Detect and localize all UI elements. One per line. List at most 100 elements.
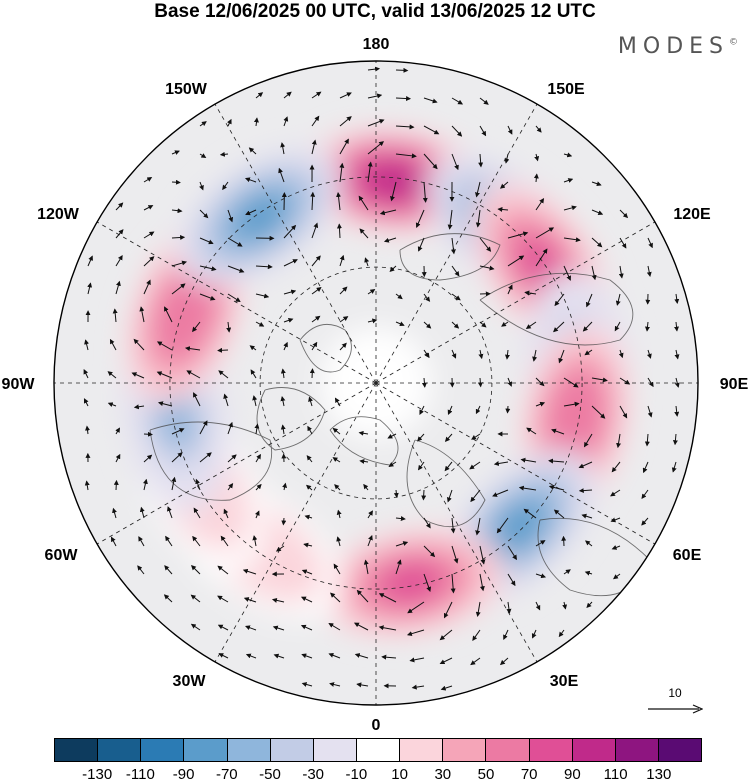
wind-arrow bbox=[647, 377, 654, 388]
wind-arrow bbox=[171, 179, 181, 185]
wind-arrow bbox=[138, 536, 145, 547]
wind-arrow bbox=[611, 461, 621, 473]
longitude-label-60e: 60E bbox=[672, 547, 702, 564]
wind-arrow bbox=[171, 208, 183, 214]
wind-arrow bbox=[563, 569, 571, 575]
wind-arrow bbox=[475, 601, 481, 617]
wind-arrow bbox=[563, 237, 581, 243]
wind-arrow bbox=[642, 461, 649, 474]
coastline bbox=[399, 233, 501, 281]
brand-logo: MODES© bbox=[617, 34, 738, 59]
wind-arrow bbox=[477, 377, 483, 388]
wind-arrow bbox=[115, 280, 121, 295]
wind-arrow bbox=[255, 264, 273, 270]
wind-arrow bbox=[407, 601, 425, 614]
wind-arrow bbox=[87, 282, 93, 295]
longitude-label-60w: 60W bbox=[44, 547, 78, 564]
wind-arrow bbox=[227, 421, 233, 435]
wind-arrow bbox=[199, 265, 217, 272]
wind-arrow bbox=[419, 405, 425, 415]
wind-arrow bbox=[563, 205, 577, 211]
wind-arrow bbox=[506, 601, 512, 614]
wind-arrow bbox=[644, 321, 650, 332]
colorbar-swatch bbox=[98, 739, 142, 761]
wind-arrow bbox=[190, 594, 201, 603]
wind-arrow bbox=[252, 395, 258, 407]
colorbar-swatch bbox=[227, 739, 271, 761]
wind-arrow bbox=[242, 568, 257, 575]
wind-arrow bbox=[439, 629, 453, 641]
wind-arrow bbox=[389, 265, 397, 272]
wind-arrow bbox=[504, 153, 510, 164]
wind-arrow bbox=[156, 341, 173, 351]
colorbar-swatch bbox=[486, 739, 530, 761]
wind-arrow bbox=[535, 540, 546, 547]
colorbar-swatch bbox=[55, 739, 99, 761]
wind-arrow bbox=[336, 536, 342, 547]
wind-arrow bbox=[227, 293, 241, 303]
wind-arrow bbox=[614, 321, 621, 332]
wind-arrow bbox=[273, 653, 285, 659]
wind-arrow bbox=[417, 461, 425, 471]
wind-arrow bbox=[255, 293, 270, 299]
wind-arrow bbox=[479, 321, 487, 328]
wind-arrow bbox=[363, 483, 369, 491]
wind-arrow bbox=[584, 349, 593, 356]
colorbar-swatch bbox=[313, 739, 357, 761]
wind-arrow bbox=[192, 535, 201, 547]
wind-arrow bbox=[535, 401, 546, 407]
wind-arrow bbox=[479, 125, 487, 137]
wind-arrow bbox=[581, 513, 593, 519]
wind-arrow bbox=[83, 398, 89, 407]
wind-arrow bbox=[618, 349, 624, 359]
wind-arrow bbox=[163, 594, 173, 603]
wind-arrow bbox=[115, 202, 124, 211]
wind-arrow bbox=[381, 654, 397, 660]
wind-arrow bbox=[311, 115, 320, 127]
wind-arrow bbox=[591, 265, 597, 281]
wind-arrow bbox=[423, 125, 440, 135]
wind-arrow bbox=[475, 517, 481, 536]
wind-arrow bbox=[354, 653, 369, 659]
longitude-label-150w: 150W bbox=[165, 81, 207, 98]
wind-arrow bbox=[143, 454, 153, 463]
wind-arrow bbox=[133, 338, 145, 351]
wind-arrow bbox=[255, 483, 262, 491]
wind-arrow bbox=[195, 478, 201, 491]
wind-arrow bbox=[591, 237, 603, 248]
wind-arrow bbox=[245, 209, 257, 216]
wind-arrow bbox=[112, 308, 118, 323]
wind-arrow bbox=[479, 545, 486, 565]
wind-arrow bbox=[283, 341, 288, 351]
wind-arrow bbox=[301, 569, 313, 575]
wind-arrow bbox=[199, 293, 216, 301]
wind-arrow bbox=[254, 510, 260, 519]
wind-arrow bbox=[311, 255, 321, 267]
wind-arrow bbox=[339, 116, 352, 127]
wind-arrow bbox=[610, 517, 621, 523]
wind-arrow bbox=[451, 97, 464, 105]
wind-arrow bbox=[497, 206, 509, 212]
meridian-line bbox=[214, 382, 377, 663]
wind-arrow bbox=[171, 476, 177, 491]
wind-arrow bbox=[339, 138, 349, 155]
wind-arrow bbox=[227, 265, 245, 273]
wind-arrow bbox=[227, 118, 232, 127]
wind-arrow bbox=[131, 372, 145, 379]
wind-arrow bbox=[395, 96, 412, 102]
colorbar-swatch bbox=[572, 739, 616, 761]
wind-arrow bbox=[332, 427, 341, 435]
wind-arrow bbox=[447, 405, 453, 415]
wind-arrow bbox=[184, 346, 201, 352]
wind-arrow bbox=[311, 139, 317, 155]
wind-arrow bbox=[107, 402, 117, 408]
wind-arrow bbox=[330, 592, 341, 603]
wind-arrow bbox=[535, 377, 545, 387]
colorbar-tick-label: 30 bbox=[434, 766, 452, 783]
wind-arrow bbox=[143, 231, 155, 239]
wind-arrow bbox=[190, 623, 201, 631]
wind-arrow bbox=[167, 506, 173, 519]
wind-arrow bbox=[470, 489, 481, 503]
wind-arrow bbox=[422, 181, 428, 203]
wind-arrow bbox=[133, 404, 145, 410]
